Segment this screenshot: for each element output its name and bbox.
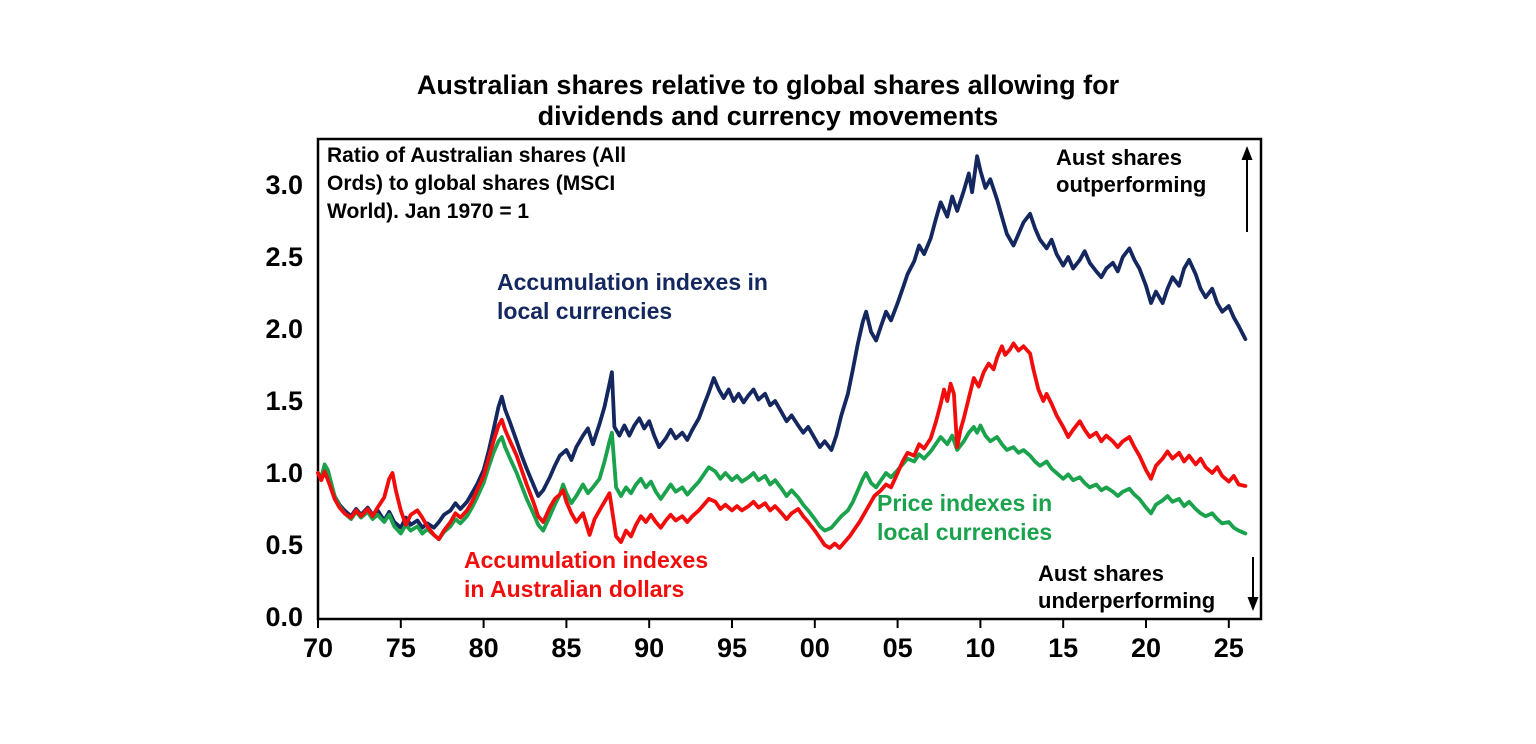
ratio-note-line2: Ords) to global shares (MSCI: [327, 172, 616, 195]
series-label-price-local-line1: Price indexes in: [877, 490, 1053, 516]
x-tick-label: 15: [1048, 633, 1079, 663]
y-tick-label: 2.0: [265, 314, 303, 344]
underperforming-line1: Aust shares: [1038, 561, 1164, 586]
ratio-note: Ratio of Australian shares (All Ords) to…: [327, 142, 626, 226]
series-line-accum-local: [316, 154, 1248, 530]
series-label-accum-aud-line2: in Australian dollars: [464, 576, 685, 602]
y-tick-label: 3.0: [265, 170, 303, 200]
ratio-note-line1: Ratio of Australian shares (All: [327, 144, 627, 167]
series-label-accum-local-line2: local currencies: [497, 298, 673, 324]
series-label-accum-local-line1: Accumulation indexes in: [497, 269, 768, 295]
page-title-line1: Australian shares relative to global sha…: [416, 70, 1120, 100]
y-tick-label: 0.5: [265, 530, 303, 560]
page-title: Australian shares relative to global sha…: [240, 70, 1296, 132]
x-tick-label: 70: [302, 633, 334, 663]
y-tick-label: 2.5: [265, 242, 303, 272]
page-title-line2: dividends and currency movements: [537, 101, 999, 131]
x-tick-label: 85: [551, 633, 582, 663]
series-label-accum-aud: Accumulation indexes in Australian dolla…: [464, 546, 708, 604]
x-tick-label: 10: [965, 633, 996, 663]
y-tick-label: 0.0: [265, 602, 303, 632]
underperforming-arrow-head: [1247, 597, 1259, 611]
underperforming-line2: underperforming: [1038, 588, 1216, 613]
outperforming-line1: Aust shares: [1056, 145, 1182, 170]
x-tick-label: 00: [799, 633, 830, 663]
series-label-price-local: Price indexes in local currencies: [877, 489, 1052, 547]
outperforming-arrow-head: [1241, 146, 1253, 160]
x-tick-label: 90: [634, 633, 665, 663]
series-label-accum-aud-line1: Accumulation indexes: [464, 547, 709, 573]
x-tick-label: 05: [882, 633, 913, 663]
series-line-price-local: [316, 423, 1248, 542]
x-tick-label: 25: [1213, 633, 1244, 663]
outperforming-line2: outperforming: [1056, 172, 1207, 197]
underperforming-note: Aust shares underperforming: [1038, 560, 1215, 614]
ratio-note-line3: World). Jan 1970 = 1: [327, 200, 530, 223]
outperforming-note: Aust shares outperforming: [1056, 144, 1206, 198]
x-tick-label: 20: [1130, 633, 1162, 663]
plot-frame: [316, 137, 1263, 621]
y-tick-label: 1.5: [265, 386, 303, 416]
x-tick-label: 80: [468, 633, 499, 663]
series-line-accum-aud: [316, 341, 1248, 550]
series-label-accum-local: Accumulation indexes in local currencies: [497, 268, 768, 326]
x-tick-label: 95: [716, 633, 748, 663]
series-label-price-local-line2: local currencies: [877, 519, 1053, 545]
y-tick-label: 1.0: [265, 458, 303, 488]
x-tick-label: 75: [385, 633, 416, 663]
